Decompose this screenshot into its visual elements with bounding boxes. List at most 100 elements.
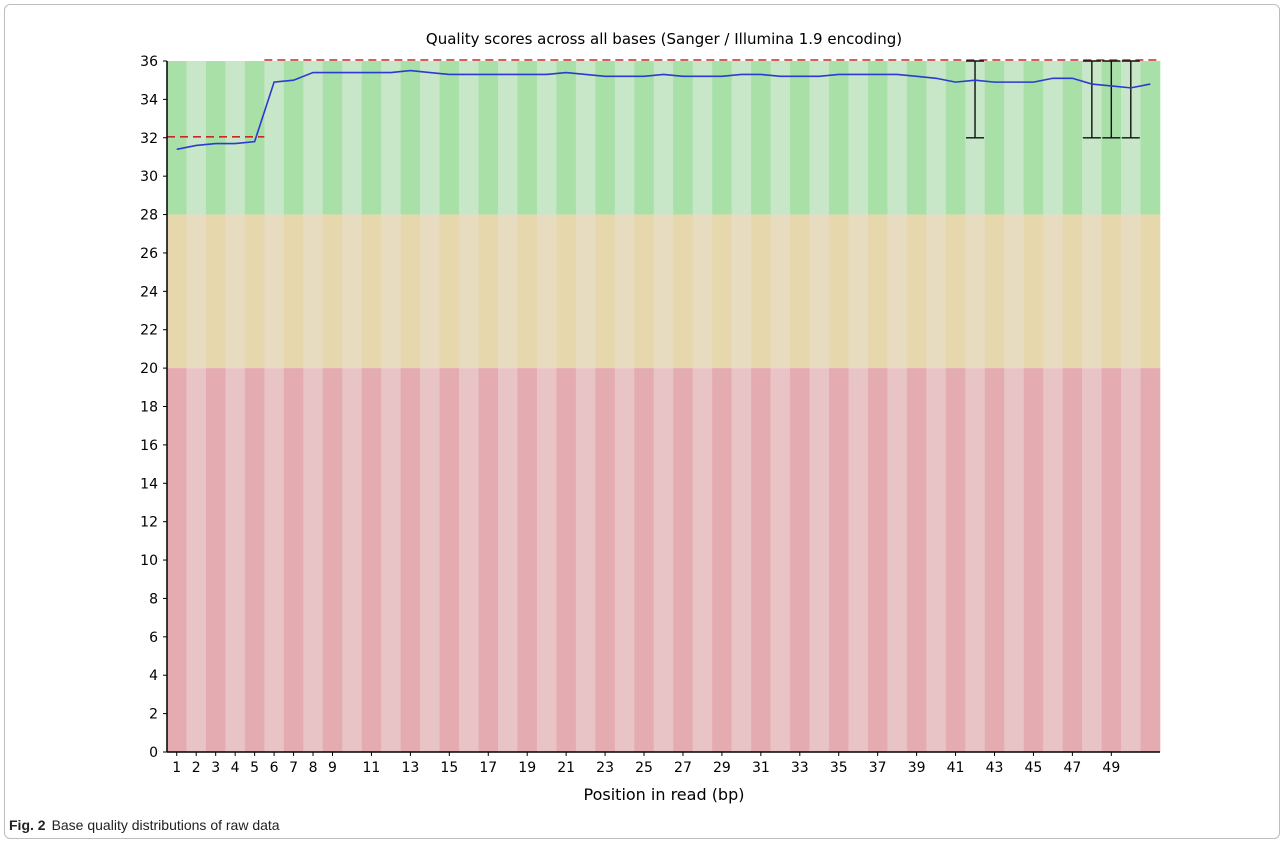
- zone-band: [167, 368, 187, 752]
- y-tick-label: 12: [140, 515, 158, 531]
- zone-band: [167, 214, 187, 369]
- zone-band: [439, 61, 460, 215]
- zone-band: [264, 214, 285, 369]
- zone-band: [536, 61, 557, 215]
- zone-band: [459, 61, 479, 215]
- x-tick-label: 49: [1102, 760, 1120, 776]
- x-tick-label: 31: [752, 760, 770, 776]
- zone-band: [517, 214, 538, 369]
- zone-band: [887, 368, 908, 752]
- zone-band: [634, 61, 655, 215]
- zone-band: [244, 368, 265, 752]
- zone-band: [712, 368, 732, 752]
- y-tick-label: 28: [140, 208, 158, 224]
- zone-band: [205, 214, 226, 369]
- y-tick-label: 34: [140, 92, 158, 108]
- zone-band: [809, 368, 830, 752]
- zone-band: [283, 368, 304, 752]
- zone-band: [614, 61, 635, 215]
- zone-band: [945, 368, 966, 752]
- zone-band: [634, 368, 655, 752]
- y-tick-label: 26: [140, 246, 158, 262]
- zone-band: [692, 368, 713, 752]
- x-axis-label: Position in read (bp): [584, 785, 745, 804]
- zone-band: [829, 368, 849, 752]
- zone-band: [322, 214, 343, 369]
- x-tick-label: 41: [947, 760, 965, 776]
- zone-band: [1121, 214, 1141, 369]
- zone-band: [244, 214, 265, 369]
- y-tick-label: 0: [149, 745, 158, 761]
- x-tick-label: 2: [192, 760, 201, 776]
- zone-band: [498, 214, 518, 369]
- zone-band: [186, 214, 207, 369]
- zone-band: [1043, 214, 1063, 369]
- zone-band: [926, 214, 947, 369]
- zone-band: [575, 61, 596, 215]
- figure-caption: Fig. 2 Base quality distributions of raw …: [9, 817, 280, 833]
- zone-band: [906, 214, 927, 369]
- x-tick-label: 1: [172, 760, 181, 776]
- zone-bands: [167, 61, 1161, 752]
- y-tick-label: 24: [140, 284, 158, 300]
- zone-band: [887, 214, 908, 369]
- zone-band: [283, 61, 304, 215]
- zone-band: [1062, 214, 1083, 369]
- zone-band: [634, 214, 655, 369]
- zone-band: [322, 368, 343, 752]
- zone-band: [342, 61, 363, 215]
- zone-band: [186, 368, 207, 752]
- mean-quality-series: [176, 69, 1151, 151]
- zone-band: [770, 214, 791, 369]
- zone-band: [575, 368, 596, 752]
- zone-band: [303, 61, 324, 215]
- zone-band: [829, 61, 849, 215]
- zone-band: [1082, 214, 1102, 369]
- zone-band: [867, 368, 888, 752]
- x-tick-label: 5: [250, 760, 259, 776]
- x-tick-label: 35: [830, 760, 848, 776]
- zone-band: [225, 61, 246, 215]
- x-tick-label: 15: [440, 760, 458, 776]
- zone-band: [361, 214, 382, 369]
- zone-band: [575, 214, 596, 369]
- zone-band: [536, 214, 557, 369]
- zone-band: [1023, 61, 1044, 215]
- zone-band: [303, 214, 324, 369]
- zone-band: [1082, 368, 1102, 752]
- threshold-lines: [167, 59, 1160, 138]
- zone-band: [478, 368, 499, 752]
- zone-band: [361, 368, 382, 752]
- zone-band: [556, 61, 577, 215]
- zone-band: [1121, 368, 1141, 752]
- zone-band: [1004, 368, 1025, 752]
- x-tick-label: 6: [270, 760, 279, 776]
- x-tick-label: 11: [363, 760, 381, 776]
- zone-band: [712, 214, 732, 369]
- zone-band: [848, 61, 869, 215]
- zone-band: [1004, 214, 1025, 369]
- zone-band: [342, 368, 363, 752]
- zone-band: [498, 368, 518, 752]
- zone-band: [381, 368, 401, 752]
- y-tick-label: 2: [149, 707, 158, 723]
- y-tick-label: 20: [140, 361, 158, 377]
- zone-band: [381, 61, 401, 215]
- zone-band: [459, 368, 479, 752]
- x-tick-label: 17: [479, 760, 497, 776]
- zone-band: [692, 61, 713, 215]
- zone-band: [653, 214, 674, 369]
- zone-band: [770, 368, 791, 752]
- zone-band: [731, 214, 752, 369]
- zone-band: [322, 61, 343, 215]
- zone-band: [809, 61, 830, 215]
- x-tick-labels: 1 2 3 4 5 6 7 8 9 11 13 15 17 19 21 23 25 27 29 31 33 35 37 39 4…: [172, 752, 1120, 776]
- series-line: [176, 69, 1151, 151]
- zone-band: [906, 368, 927, 752]
- zone-band: [848, 368, 869, 752]
- zone-band: [361, 61, 382, 215]
- zone-band: [420, 368, 440, 752]
- zone-band: [965, 214, 986, 369]
- zone-band: [478, 214, 499, 369]
- zone-band: [283, 214, 304, 369]
